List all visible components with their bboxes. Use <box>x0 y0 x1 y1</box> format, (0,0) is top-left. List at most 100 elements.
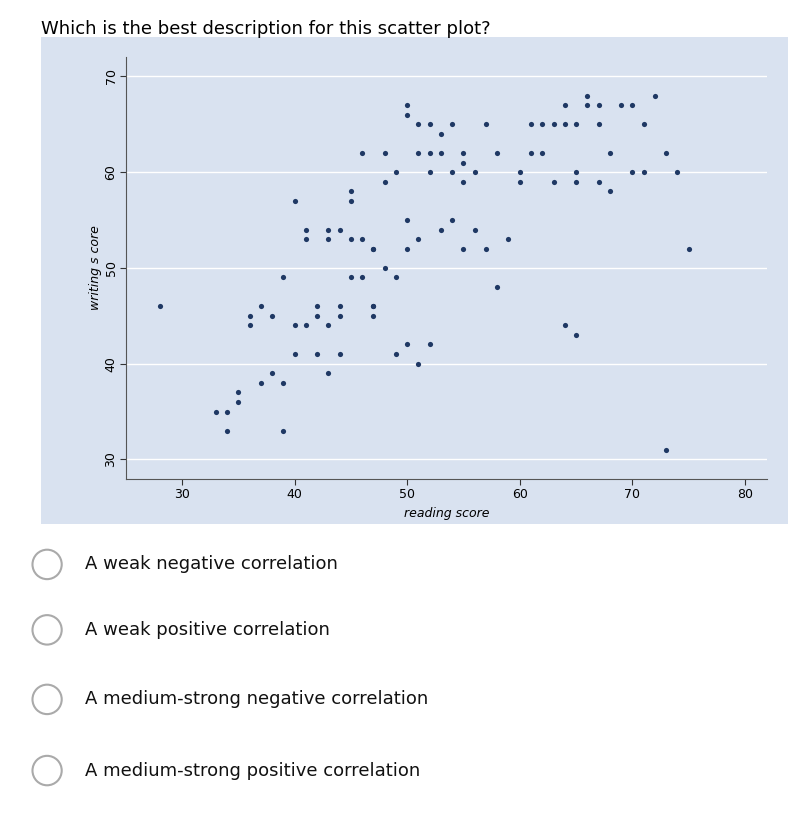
Point <box>389 165 402 178</box>
Point <box>457 146 470 160</box>
Point <box>367 299 380 312</box>
Point <box>344 185 357 198</box>
Point <box>265 366 278 380</box>
Point <box>232 395 245 408</box>
Point <box>400 242 413 255</box>
Point <box>232 386 245 399</box>
Point <box>580 89 593 102</box>
Point <box>254 376 267 389</box>
Point <box>321 223 334 236</box>
Point <box>535 118 548 131</box>
Point <box>434 146 447 160</box>
Point <box>411 232 424 245</box>
Point <box>321 319 334 332</box>
Point <box>277 424 290 437</box>
Point <box>423 146 436 160</box>
Text: A medium-strong positive correlation: A medium-strong positive correlation <box>85 762 420 780</box>
Point <box>423 338 436 351</box>
Point <box>603 146 616 160</box>
Point <box>411 146 424 160</box>
X-axis label: reading score: reading score <box>403 507 489 519</box>
Point <box>242 319 255 332</box>
Point <box>580 99 593 112</box>
Point <box>457 175 470 188</box>
Point <box>457 242 470 255</box>
Point <box>299 232 312 245</box>
Point <box>299 223 312 236</box>
Point <box>614 99 627 112</box>
Point <box>479 242 492 255</box>
Point <box>389 348 402 361</box>
Point <box>299 319 312 332</box>
Point <box>591 99 604 112</box>
Point <box>647 89 660 102</box>
Point <box>288 195 301 208</box>
Point <box>524 146 537 160</box>
Point <box>625 165 638 178</box>
Point <box>344 271 357 284</box>
Point <box>423 118 436 131</box>
Point <box>445 118 458 131</box>
Point <box>153 299 166 312</box>
Point <box>277 376 290 389</box>
Point <box>411 357 424 371</box>
Point <box>637 165 650 178</box>
Point <box>265 309 278 322</box>
Point <box>423 165 436 178</box>
Point <box>445 165 458 178</box>
Point <box>333 299 345 312</box>
Point <box>625 99 638 112</box>
Point <box>468 223 481 236</box>
Point <box>242 309 255 322</box>
Point <box>591 118 604 131</box>
Point <box>445 213 458 227</box>
Point <box>659 443 672 456</box>
Point <box>221 424 234 437</box>
Point <box>569 165 581 178</box>
Point <box>311 309 324 322</box>
Point <box>524 118 537 131</box>
Point <box>333 348 345 361</box>
Point <box>400 108 413 121</box>
Point <box>603 185 616 198</box>
Point <box>389 271 402 284</box>
Point <box>367 309 380 322</box>
Point <box>333 309 345 322</box>
Point <box>569 328 581 341</box>
Point <box>547 175 560 188</box>
Point <box>479 118 492 131</box>
Point <box>558 319 571 332</box>
Point <box>457 156 470 169</box>
Y-axis label: writing s core: writing s core <box>88 226 101 310</box>
Point <box>547 118 560 131</box>
Point <box>681 242 694 255</box>
Point <box>288 348 301 361</box>
Point <box>288 319 301 332</box>
Point <box>670 165 683 178</box>
Point <box>637 118 650 131</box>
Point <box>344 195 357 208</box>
Point <box>490 146 503 160</box>
Point <box>591 175 604 188</box>
Text: A medium-strong negative correlation: A medium-strong negative correlation <box>85 690 428 708</box>
Point <box>378 175 391 188</box>
Point <box>513 175 526 188</box>
Point <box>378 146 391 160</box>
Point <box>558 118 571 131</box>
Point <box>400 99 413 112</box>
Text: A weak positive correlation: A weak positive correlation <box>85 621 330 639</box>
Point <box>311 348 324 361</box>
Point <box>490 281 503 294</box>
Point <box>355 232 368 245</box>
Point <box>209 405 222 418</box>
Point <box>468 165 481 178</box>
Point <box>411 118 424 131</box>
Point <box>569 175 581 188</box>
Point <box>535 146 548 160</box>
Point <box>434 128 447 141</box>
Point <box>333 223 345 236</box>
Point <box>367 299 380 312</box>
Point <box>378 262 391 275</box>
Point <box>400 338 413 351</box>
Text: A weak negative correlation: A weak negative correlation <box>85 555 337 573</box>
